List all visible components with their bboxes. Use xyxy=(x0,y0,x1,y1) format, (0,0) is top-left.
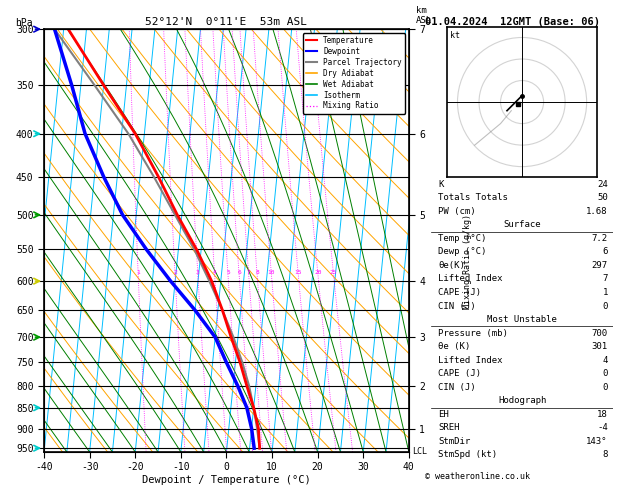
Text: Most Unstable: Most Unstable xyxy=(487,315,557,324)
Text: EH: EH xyxy=(438,410,449,419)
Text: Dewp (°C): Dewp (°C) xyxy=(438,247,487,256)
Text: K: K xyxy=(438,180,443,189)
Text: CIN (J): CIN (J) xyxy=(438,301,476,311)
Text: 1.68: 1.68 xyxy=(586,207,608,216)
Text: 7: 7 xyxy=(247,270,250,275)
Text: Temp (°C): Temp (°C) xyxy=(438,234,487,243)
Text: 143°: 143° xyxy=(586,437,608,446)
Text: 2: 2 xyxy=(173,270,177,275)
Text: Lifted Index: Lifted Index xyxy=(438,356,503,364)
Text: 3: 3 xyxy=(196,270,200,275)
Text: 8: 8 xyxy=(255,270,259,275)
Text: 50: 50 xyxy=(597,193,608,202)
Text: Mixing Ratio (g/kg): Mixing Ratio (g/kg) xyxy=(463,214,472,309)
Text: 25: 25 xyxy=(330,270,337,275)
Text: θe (K): θe (K) xyxy=(438,342,470,351)
Text: StmDir: StmDir xyxy=(438,437,470,446)
Text: Lifted Index: Lifted Index xyxy=(438,275,503,283)
Text: 301: 301 xyxy=(592,342,608,351)
Text: LCL: LCL xyxy=(413,448,428,456)
Text: 1: 1 xyxy=(136,270,140,275)
Text: 0: 0 xyxy=(603,301,608,311)
Text: 1: 1 xyxy=(603,288,608,297)
Text: StmSpd (kt): StmSpd (kt) xyxy=(438,451,498,459)
Text: kt: kt xyxy=(450,31,460,40)
Text: 01.04.2024  12GMT (Base: 06): 01.04.2024 12GMT (Base: 06) xyxy=(425,17,599,27)
Text: CAPE (J): CAPE (J) xyxy=(438,288,481,297)
Text: 0: 0 xyxy=(603,369,608,378)
Text: Pressure (mb): Pressure (mb) xyxy=(438,329,508,338)
Text: © weatheronline.co.uk: © weatheronline.co.uk xyxy=(425,472,530,481)
Text: θe(K): θe(K) xyxy=(438,261,465,270)
Text: 4: 4 xyxy=(213,270,216,275)
Text: 15: 15 xyxy=(294,270,302,275)
Text: 20: 20 xyxy=(314,270,322,275)
X-axis label: Dewpoint / Temperature (°C): Dewpoint / Temperature (°C) xyxy=(142,475,311,485)
Text: km
ASL: km ASL xyxy=(416,6,432,25)
Text: PW (cm): PW (cm) xyxy=(438,207,476,216)
Title: 52°12'N  0°11'E  53m ASL: 52°12'N 0°11'E 53m ASL xyxy=(145,17,308,27)
Text: Hodograph: Hodograph xyxy=(498,396,546,405)
Text: CIN (J): CIN (J) xyxy=(438,383,476,392)
Text: Surface: Surface xyxy=(503,220,541,229)
Text: 8: 8 xyxy=(603,451,608,459)
Text: 4: 4 xyxy=(603,356,608,364)
Text: SREH: SREH xyxy=(438,423,460,433)
Text: 18: 18 xyxy=(597,410,608,419)
Legend: Temperature, Dewpoint, Parcel Trajectory, Dry Adiabat, Wet Adiabat, Isotherm, Mi: Temperature, Dewpoint, Parcel Trajectory… xyxy=(303,33,405,114)
Text: 6: 6 xyxy=(603,247,608,256)
Text: 297: 297 xyxy=(592,261,608,270)
Text: 6: 6 xyxy=(237,270,241,275)
Text: 700: 700 xyxy=(592,329,608,338)
Text: 5: 5 xyxy=(226,270,230,275)
Text: 7.2: 7.2 xyxy=(592,234,608,243)
Text: -4: -4 xyxy=(597,423,608,433)
Text: Totals Totals: Totals Totals xyxy=(438,193,508,202)
Text: 7: 7 xyxy=(603,275,608,283)
Text: 0: 0 xyxy=(603,383,608,392)
Text: CAPE (J): CAPE (J) xyxy=(438,369,481,378)
Text: 10: 10 xyxy=(268,270,276,275)
Text: 24: 24 xyxy=(597,180,608,189)
Text: hPa: hPa xyxy=(15,18,33,28)
